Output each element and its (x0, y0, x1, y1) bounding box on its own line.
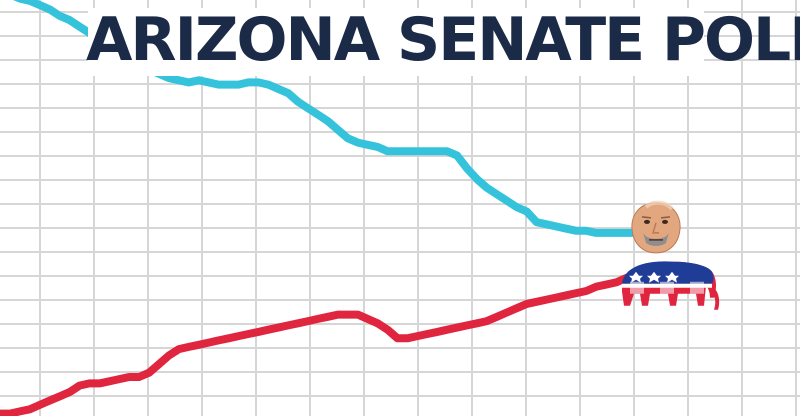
republican-elephant-icon (622, 261, 720, 310)
title-backdrop (88, 8, 704, 76)
chart-title: ARIZONA SENATE POLL (86, 5, 800, 75)
republican-series-line (0, 269, 640, 416)
candidate-headshot-icon (631, 200, 681, 254)
